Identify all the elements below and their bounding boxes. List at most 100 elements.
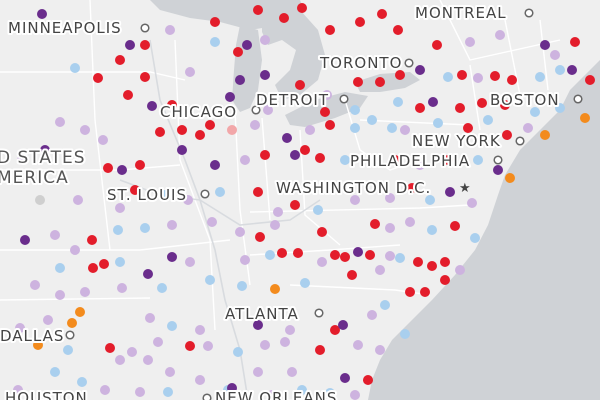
data-point[interactable]: [185, 341, 195, 351]
data-point[interactable]: [353, 247, 363, 257]
data-point[interactable]: [455, 265, 465, 275]
data-point[interactable]: [295, 80, 305, 90]
data-point[interactable]: [390, 155, 400, 165]
data-point[interactable]: [127, 347, 137, 357]
data-point[interactable]: [177, 145, 187, 155]
data-point[interactable]: [13, 385, 23, 395]
data-point[interactable]: [140, 40, 150, 50]
data-point[interactable]: [385, 251, 395, 261]
data-point[interactable]: [210, 17, 220, 27]
data-point[interactable]: [385, 223, 395, 233]
data-point[interactable]: [225, 92, 235, 102]
data-point[interactable]: [123, 90, 133, 100]
data-point[interactable]: [313, 205, 323, 215]
data-point[interactable]: [322, 90, 332, 100]
data-point[interactable]: [470, 233, 480, 243]
data-point[interactable]: [55, 290, 65, 300]
data-point[interactable]: [195, 130, 205, 140]
data-point[interactable]: [277, 248, 287, 258]
data-point[interactable]: [227, 125, 237, 135]
data-point[interactable]: [305, 125, 315, 135]
data-point[interactable]: [317, 257, 327, 267]
data-point[interactable]: [395, 253, 405, 263]
data-point[interactable]: [535, 72, 545, 82]
data-point[interactable]: [330, 325, 340, 335]
data-point[interactable]: [205, 120, 215, 130]
data-point[interactable]: [393, 97, 403, 107]
data-point[interactable]: [350, 390, 360, 400]
data-point[interactable]: [205, 275, 215, 285]
data-point[interactable]: [80, 125, 90, 135]
data-point[interactable]: [115, 257, 125, 267]
data-point[interactable]: [177, 125, 187, 135]
data-point[interactable]: [377, 9, 387, 19]
data-point[interactable]: [50, 230, 60, 240]
data-point[interactable]: [267, 390, 277, 400]
data-point[interactable]: [215, 187, 225, 197]
data-point[interactable]: [523, 123, 533, 133]
data-point[interactable]: [270, 284, 280, 294]
data-point[interactable]: [347, 270, 357, 280]
data-point[interactable]: [465, 37, 475, 47]
data-point[interactable]: [405, 287, 415, 297]
data-point[interactable]: [207, 217, 217, 227]
data-point[interactable]: [340, 252, 350, 262]
data-point[interactable]: [35, 195, 45, 205]
data-point[interactable]: [315, 153, 325, 163]
data-point[interactable]: [87, 235, 97, 245]
data-point[interactable]: [325, 25, 335, 35]
data-point[interactable]: [160, 190, 170, 200]
data-point[interactable]: [463, 123, 473, 133]
data-point[interactable]: [43, 315, 53, 325]
data-point[interactable]: [37, 9, 47, 19]
data-point[interactable]: [428, 97, 438, 107]
data-point[interactable]: [63, 345, 73, 355]
data-point[interactable]: [540, 40, 550, 50]
data-point[interactable]: [457, 70, 467, 80]
data-point[interactable]: [253, 367, 263, 377]
data-point[interactable]: [297, 385, 307, 395]
data-point[interactable]: [167, 220, 177, 230]
data-point[interactable]: [493, 165, 503, 175]
data-point[interactable]: [427, 225, 437, 235]
data-point[interactable]: [445, 187, 455, 197]
data-point[interactable]: [400, 125, 410, 135]
data-point[interactable]: [135, 160, 145, 170]
data-points[interactable]: [13, 3, 595, 400]
data-point[interactable]: [183, 195, 193, 205]
data-point[interactable]: [145, 313, 155, 323]
data-point[interactable]: [240, 155, 250, 165]
data-point[interactable]: [70, 245, 80, 255]
data-point[interactable]: [367, 115, 377, 125]
data-point[interactable]: [55, 117, 65, 127]
data-point[interactable]: [415, 160, 425, 170]
data-point[interactable]: [117, 283, 127, 293]
data-point[interactable]: [473, 73, 483, 83]
data-point[interactable]: [260, 150, 270, 160]
data-point[interactable]: [330, 250, 340, 260]
data-point[interactable]: [427, 261, 437, 271]
data-point[interactable]: [227, 383, 237, 393]
data-point[interactable]: [287, 367, 297, 377]
data-point[interactable]: [385, 193, 395, 203]
data-point[interactable]: [273, 207, 283, 217]
data-point[interactable]: [375, 345, 385, 355]
data-point[interactable]: [167, 321, 177, 331]
data-point[interactable]: [290, 200, 300, 210]
data-point[interactable]: [502, 130, 512, 140]
data-point[interactable]: [530, 107, 540, 117]
data-point[interactable]: [280, 337, 290, 347]
data-point[interactable]: [235, 227, 245, 237]
data-point[interactable]: [143, 269, 153, 279]
data-point[interactable]: [99, 259, 109, 269]
data-point[interactable]: [165, 367, 175, 377]
data-point[interactable]: [115, 355, 125, 365]
data-point[interactable]: [387, 123, 397, 133]
data-point[interactable]: [317, 227, 327, 237]
data-point[interactable]: [163, 387, 173, 397]
data-point[interactable]: [279, 13, 289, 23]
data-point[interactable]: [135, 387, 145, 397]
data-point[interactable]: [165, 25, 175, 35]
